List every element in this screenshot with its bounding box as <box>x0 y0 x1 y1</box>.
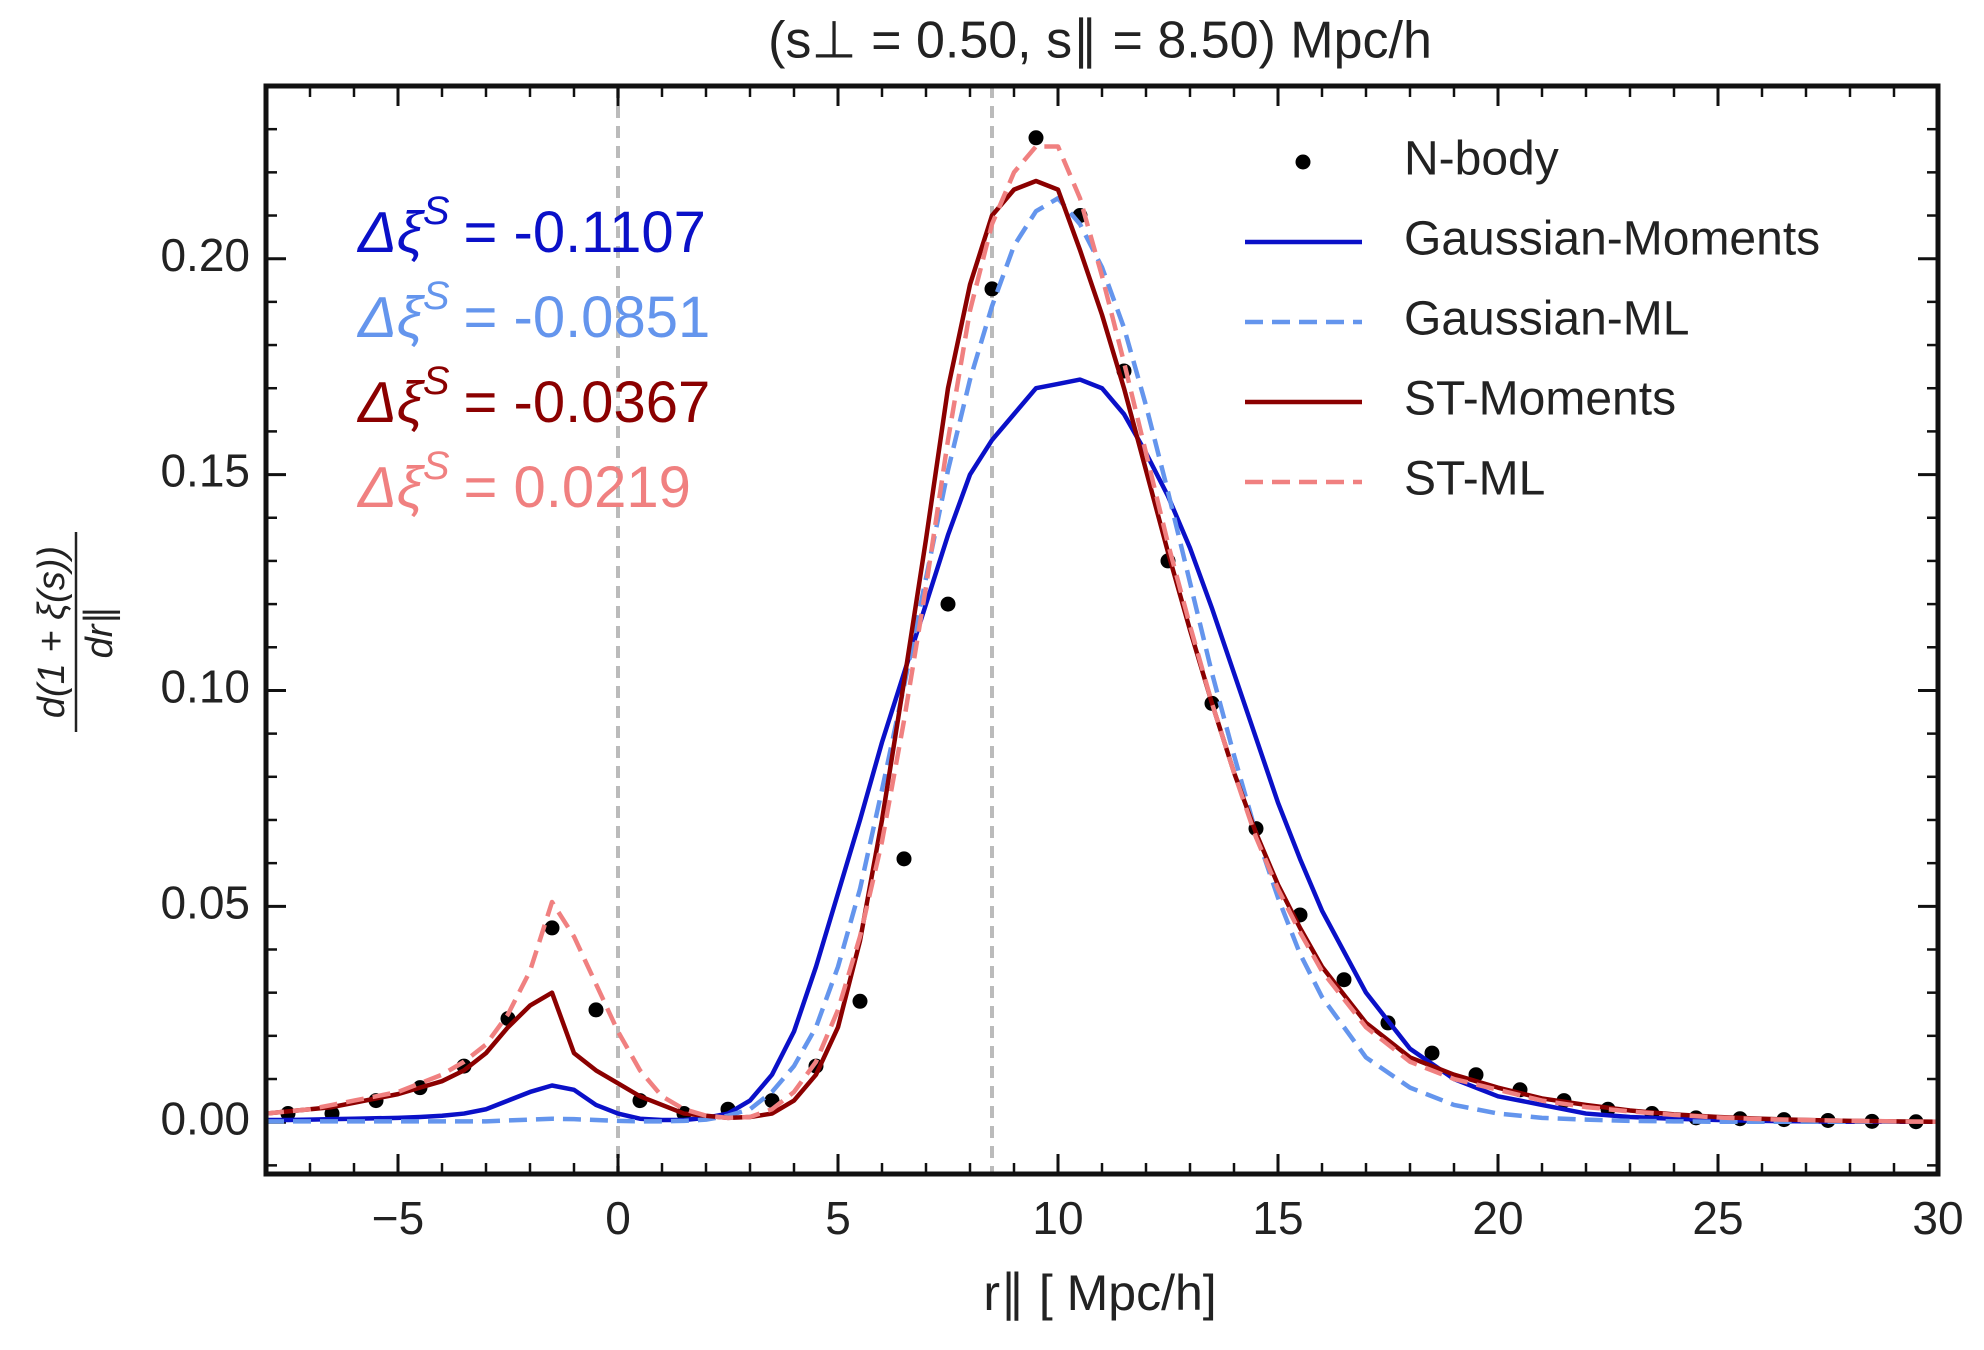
y-axis-label: d(1 + ξ(s)) dr∥ <box>31 532 121 732</box>
annotation-text: = 0.0219 <box>464 455 691 520</box>
annotation-superscript: S <box>423 189 450 233</box>
series-line <box>266 196 1938 1125</box>
series-line <box>265 144 1939 1125</box>
x-tick-label: −5 <box>372 1192 424 1244</box>
y-tick-label: 0.15 <box>160 445 250 497</box>
data-point <box>1028 130 1044 146</box>
legend-label: ST-ML <box>1404 453 1545 506</box>
legend-label: ST-Moments <box>1404 373 1676 426</box>
data-point <box>588 1002 604 1018</box>
y-tick-label: 0.00 <box>160 1092 250 1144</box>
data-point <box>544 920 560 936</box>
x-tick-label: 20 <box>1472 1192 1523 1244</box>
legend-label: Gaussian-Moments <box>1404 213 1820 266</box>
series-line <box>266 377 1938 1125</box>
x-tick-label: 0 <box>605 1192 631 1244</box>
x-tick-label: 25 <box>1692 1192 1743 1244</box>
annotation-text: = -0.0367 <box>464 370 711 435</box>
series-line <box>265 178 1939 1125</box>
y-tick-label: 0.10 <box>160 661 250 713</box>
legend-marker <box>1295 154 1311 170</box>
data-point <box>896 851 912 867</box>
annotation-superscript: S <box>423 274 450 318</box>
x-tick-label: 5 <box>825 1192 851 1244</box>
annotation: ΔξS = -0.1107 <box>356 189 706 266</box>
legend-label: N-body <box>1404 133 1559 186</box>
y-label-denominator: dr∥ <box>79 606 121 659</box>
annotation-superscript: S <box>423 359 450 403</box>
data-point <box>1336 972 1352 988</box>
annotation-superscript: S <box>423 444 450 488</box>
annotation-symbol: Δξ <box>356 285 426 350</box>
data-point <box>852 993 868 1009</box>
x-tick-label: 30 <box>1912 1192 1963 1244</box>
annotation: ΔξS = -0.0851 <box>356 274 710 351</box>
annotation: ΔξS = 0.0219 <box>356 444 691 521</box>
data-point <box>1424 1045 1440 1061</box>
x-tick-label: 15 <box>1252 1192 1303 1244</box>
annotation-symbol: Δξ <box>356 370 426 435</box>
legend-label: Gaussian-ML <box>1404 293 1689 346</box>
data-point <box>940 596 956 612</box>
x-tick-label: 10 <box>1032 1192 1083 1244</box>
chart-title: (s⊥ = 0.50, s∥ = 8.50) Mpc/h <box>768 12 1432 70</box>
x-axis-label: r∥ [ Mpc/h] <box>983 1265 1216 1321</box>
data-point <box>984 281 1000 297</box>
annotation: ΔξS = -0.0367 <box>356 359 710 436</box>
y-tick-label: 0.20 <box>160 229 250 281</box>
annotation-text: = -0.1107 <box>464 200 706 265</box>
annotation-text: = -0.0851 <box>464 285 711 350</box>
annotation-symbol: Δξ <box>356 455 426 520</box>
y-tick-label: 0.05 <box>160 876 250 928</box>
plot-frame <box>263 83 1941 1177</box>
annotation-symbol: Δξ <box>356 200 426 265</box>
y-label-numerator: d(1 + ξ(s)) <box>31 546 73 718</box>
